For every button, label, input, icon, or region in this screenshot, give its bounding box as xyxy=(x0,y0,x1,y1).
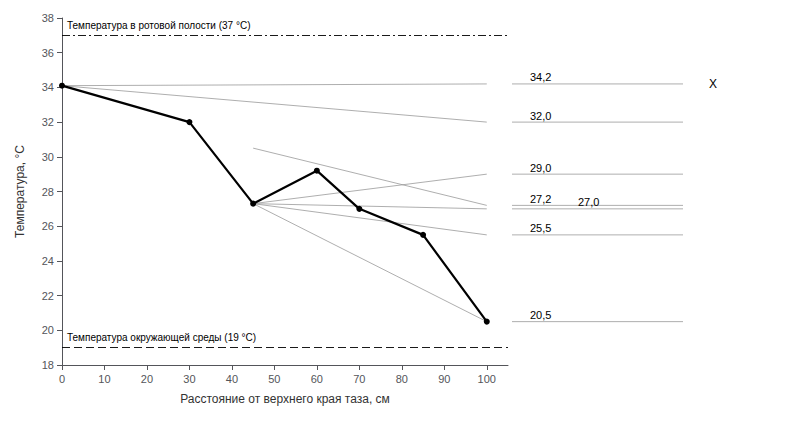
svg-text:80: 80 xyxy=(396,373,408,385)
svg-text:25,5: 25,5 xyxy=(530,222,551,234)
svg-text:36: 36 xyxy=(42,47,54,59)
svg-text:29,0: 29,0 xyxy=(530,162,551,174)
svg-text:32,0: 32,0 xyxy=(530,110,551,122)
svg-text:90: 90 xyxy=(438,373,450,385)
svg-text:40: 40 xyxy=(226,373,238,385)
svg-text:Температура окружающей среды (: Температура окружающей среды (19 °С) xyxy=(67,332,256,343)
svg-text:22: 22 xyxy=(42,290,54,302)
svg-text:70: 70 xyxy=(353,373,365,385)
svg-text:Расстояние от верхнего края та: Расстояние от верхнего края таза, см xyxy=(180,392,390,406)
svg-text:27,2: 27,2 xyxy=(530,193,551,205)
svg-text:34: 34 xyxy=(42,81,54,93)
svg-text:20: 20 xyxy=(141,373,153,385)
svg-text:38: 38 xyxy=(42,12,54,24)
svg-text:60: 60 xyxy=(311,373,323,385)
svg-text:34,2: 34,2 xyxy=(530,71,551,83)
svg-text:Температура в ротовой полости: Температура в ротовой полости (37 °С) xyxy=(67,20,251,31)
svg-text:27,0: 27,0 xyxy=(578,196,599,208)
svg-text:18: 18 xyxy=(42,359,54,371)
svg-text:20: 20 xyxy=(42,324,54,336)
svg-text:30: 30 xyxy=(42,151,54,163)
svg-text:50: 50 xyxy=(268,373,280,385)
svg-text:24: 24 xyxy=(42,255,54,267)
svg-text:20,5: 20,5 xyxy=(530,309,551,321)
svg-text:30: 30 xyxy=(183,373,195,385)
svg-text:0: 0 xyxy=(59,373,65,385)
svg-text:32: 32 xyxy=(42,116,54,128)
svg-text:26: 26 xyxy=(42,220,54,232)
svg-text:Температура, °С: Температура, °С xyxy=(13,145,27,238)
svg-text:28: 28 xyxy=(42,186,54,198)
svg-text:100: 100 xyxy=(478,373,496,385)
svg-text:10: 10 xyxy=(98,373,110,385)
svg-text:X: X xyxy=(709,77,717,91)
